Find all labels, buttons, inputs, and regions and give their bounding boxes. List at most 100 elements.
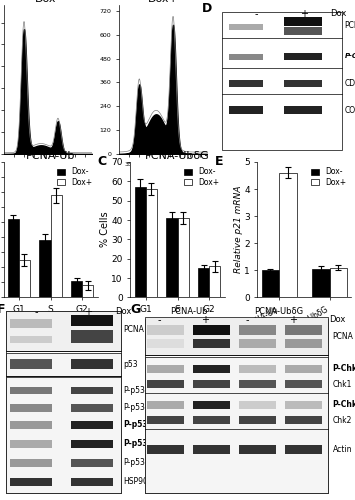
Text: Dox: Dox: [329, 315, 345, 324]
Bar: [147, 338, 184, 348]
Text: -: -: [255, 10, 258, 20]
Bar: [50, 195, 62, 298]
Text: PCNA-Ub: PCNA-Ub: [170, 307, 207, 316]
Bar: [71, 281, 82, 297]
Bar: [284, 28, 322, 35]
Bar: [285, 325, 322, 334]
Text: Chk2: Chk2: [333, 416, 352, 424]
Bar: [285, 365, 322, 372]
Bar: [71, 387, 113, 394]
Bar: [71, 330, 113, 344]
Bar: [178, 218, 189, 298]
Text: CDK2: CDK2: [345, 78, 355, 88]
Bar: [39, 240, 50, 298]
Bar: [285, 401, 322, 408]
Bar: [71, 440, 113, 448]
Text: -: -: [158, 315, 161, 325]
Title: PCNA-Ub: PCNA-Ub: [26, 151, 75, 161]
Bar: [193, 365, 230, 372]
Bar: [285, 380, 322, 388]
Bar: [147, 444, 184, 454]
Bar: [239, 416, 276, 424]
Bar: [193, 416, 230, 424]
Bar: [279, 173, 297, 298]
Bar: [135, 187, 146, 298]
Text: P-p53-S20: P-p53-S20: [124, 420, 167, 430]
Title: PCNA-UbδG: PCNA-UbδG: [145, 151, 210, 161]
Bar: [193, 380, 230, 388]
Text: P-p53-T18: P-p53-T18: [124, 403, 162, 412]
Text: P-p53-S392: P-p53-S392: [124, 458, 168, 468]
FancyBboxPatch shape: [6, 311, 121, 351]
Bar: [239, 325, 276, 334]
Bar: [19, 260, 30, 298]
FancyBboxPatch shape: [145, 356, 328, 493]
Legend: Dox-, Dox+: Dox-, Dox+: [183, 166, 221, 188]
Text: Dox: Dox: [330, 10, 346, 18]
Bar: [10, 421, 52, 428]
Text: +: +: [84, 307, 92, 317]
Y-axis label: Relative p21 mRNA: Relative p21 mRNA: [234, 186, 243, 274]
Text: HSP90: HSP90: [124, 477, 148, 486]
Text: +: +: [289, 315, 297, 325]
Bar: [10, 404, 52, 411]
Bar: [239, 401, 276, 408]
Bar: [284, 80, 322, 87]
Bar: [193, 401, 230, 408]
Title: Dox-: Dox-: [35, 0, 61, 4]
Bar: [147, 365, 184, 372]
Bar: [10, 387, 52, 394]
Bar: [147, 325, 184, 334]
Bar: [285, 444, 322, 454]
Text: E: E: [215, 155, 224, 168]
Text: P-CDK2: P-CDK2: [345, 54, 355, 60]
Text: PCNA: PCNA: [345, 20, 355, 30]
Bar: [147, 380, 184, 388]
Bar: [329, 268, 347, 298]
FancyBboxPatch shape: [145, 318, 328, 493]
Title: Dox+: Dox+: [147, 0, 178, 4]
Text: PCNA: PCNA: [124, 324, 144, 334]
Bar: [312, 269, 329, 298]
Bar: [147, 416, 184, 424]
Bar: [71, 315, 113, 326]
Text: p53: p53: [124, 360, 138, 368]
Text: -: -: [245, 315, 249, 325]
FancyBboxPatch shape: [6, 311, 121, 493]
Bar: [285, 416, 322, 424]
Text: COXIV: COXIV: [345, 106, 355, 114]
X-axis label: DNA content: DNA content: [136, 168, 190, 177]
Legend: Dox-, Dox+: Dox-, Dox+: [56, 166, 94, 188]
Bar: [239, 444, 276, 454]
Bar: [71, 459, 113, 466]
Text: C: C: [98, 155, 107, 168]
Bar: [8, 219, 19, 298]
Bar: [166, 218, 178, 298]
Bar: [146, 189, 157, 298]
Bar: [284, 52, 322, 60]
Text: P-p53-S37: P-p53-S37: [124, 440, 168, 448]
Legend: Dox-, Dox+: Dox-, Dox+: [310, 166, 348, 188]
FancyBboxPatch shape: [6, 352, 121, 376]
Bar: [193, 444, 230, 454]
Text: +: +: [300, 10, 308, 20]
Text: Actin: Actin: [333, 445, 352, 454]
Text: G: G: [130, 304, 140, 316]
Text: PCNA: PCNA: [333, 332, 354, 341]
Bar: [209, 266, 220, 298]
Y-axis label: % Cells: % Cells: [100, 212, 110, 248]
Bar: [10, 459, 52, 466]
Bar: [147, 401, 184, 408]
Text: Dox: Dox: [115, 307, 132, 316]
FancyBboxPatch shape: [145, 316, 328, 354]
Bar: [193, 325, 230, 334]
Bar: [239, 338, 276, 348]
X-axis label: DNA content: DNA content: [21, 168, 75, 177]
Text: +: +: [201, 315, 209, 325]
Bar: [239, 380, 276, 388]
Text: P-Chk2-T68: P-Chk2-T68: [333, 400, 355, 409]
Bar: [82, 286, 93, 298]
Text: -: -: [34, 307, 38, 317]
Bar: [229, 24, 263, 30]
Bar: [284, 106, 322, 114]
